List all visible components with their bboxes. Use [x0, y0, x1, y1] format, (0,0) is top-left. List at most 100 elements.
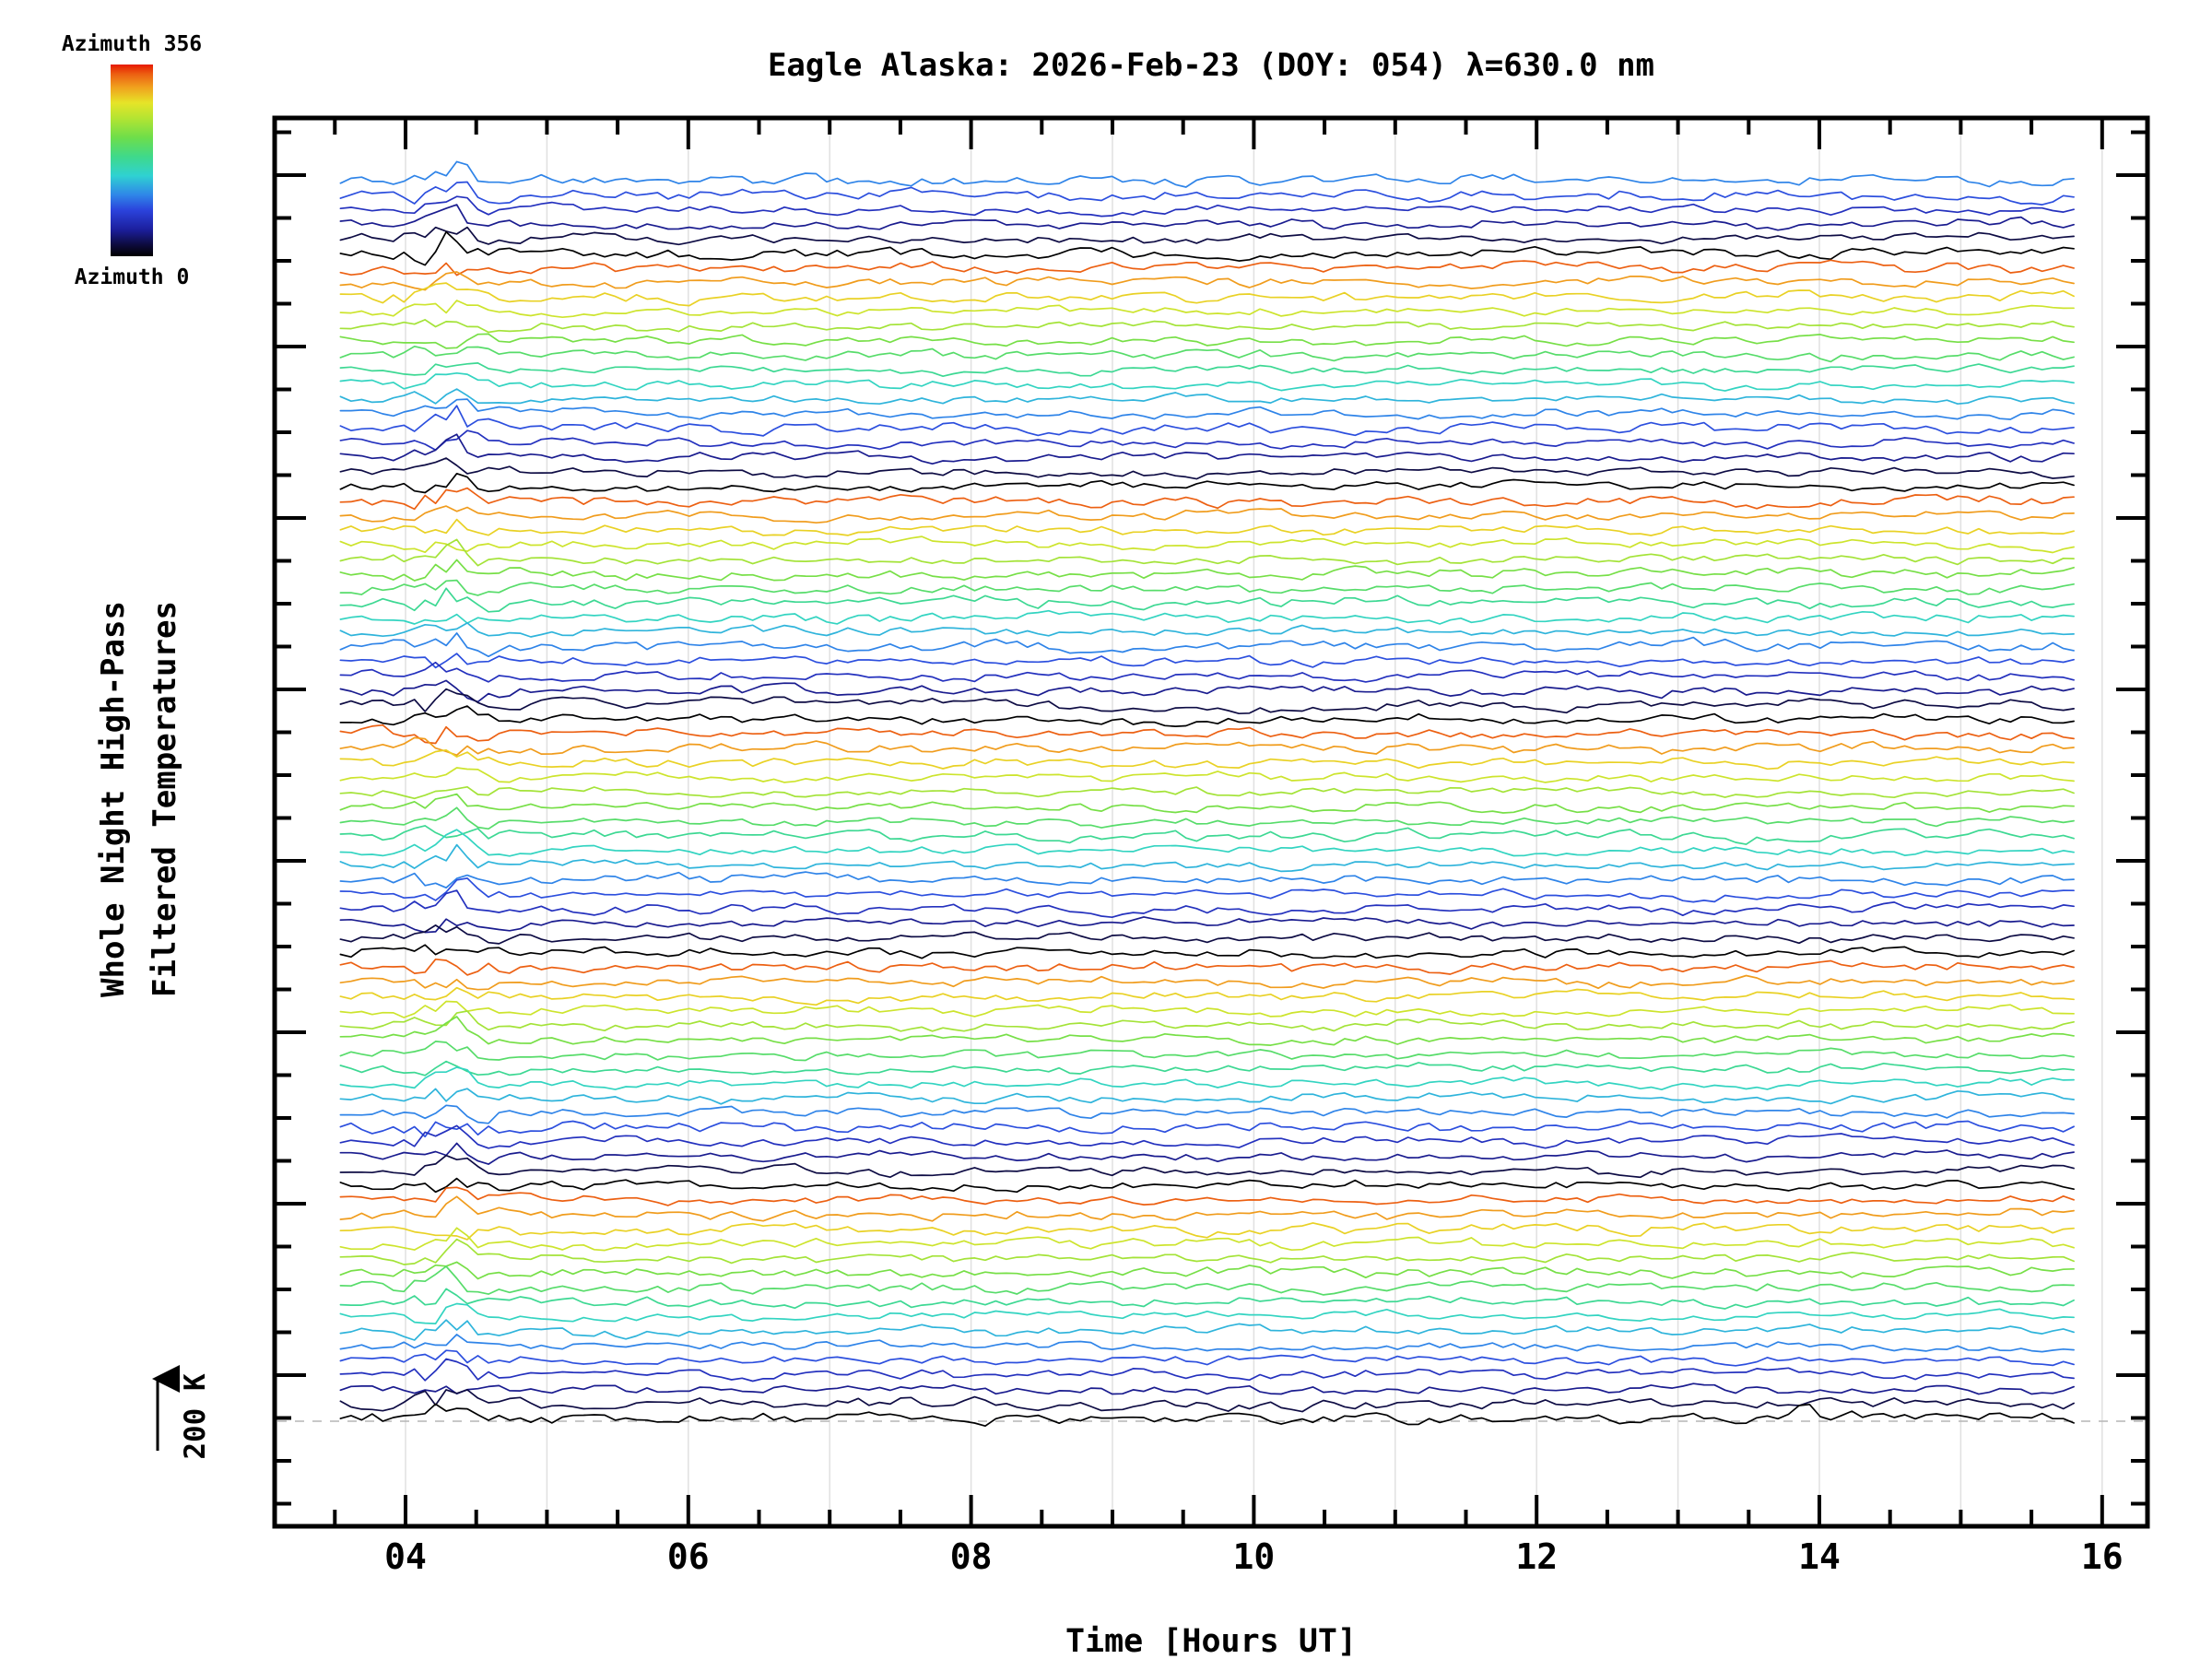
trace-line [339, 345, 2075, 363]
trace-line [339, 1088, 2075, 1105]
trace-line [339, 1227, 2075, 1252]
trace-line [339, 535, 2075, 554]
chart-title: Eagle Alaska: 2026-Feb-23 (DOY: 054) λ=6… [768, 47, 1654, 84]
trace-line [339, 1238, 2075, 1265]
y-axis-label-line1: Whole Night High-Pass [95, 601, 132, 997]
trace-line [339, 398, 2075, 420]
trace-line [339, 1060, 2075, 1077]
trace-line [339, 1288, 2075, 1310]
trace-line [339, 1302, 2075, 1324]
trace-line [339, 688, 2075, 715]
trace-line [339, 632, 2075, 658]
trace-line [339, 829, 2075, 857]
plot-frame [272, 115, 2150, 1529]
trace-line [339, 679, 2075, 703]
colorbar-gradient [111, 65, 153, 256]
x-tick-labels: 04 06 08 10 12 14 16 [384, 1536, 2124, 1577]
y-axis-label-line2: Filtered Temperatures [147, 601, 183, 997]
trace-line [339, 226, 2075, 246]
trace-line [339, 271, 2075, 291]
trace-line [339, 300, 2075, 319]
trace-line [339, 505, 2075, 524]
x-axis-label: Time [Hours UT] [1065, 1623, 1357, 1659]
trace-line [339, 559, 2075, 582]
x-tick-label: 14 [1798, 1536, 1841, 1577]
trace-line [339, 362, 2075, 378]
trace-line [339, 181, 2075, 206]
trace-line [339, 609, 2075, 625]
trace-line [339, 736, 2075, 757]
azimuth-colorbar: Azimuth 356 Azimuth 0 [62, 32, 202, 289]
trace-line [339, 825, 2075, 845]
trace-line [339, 230, 2075, 266]
trace-line [339, 767, 2075, 783]
x-tick-label: 12 [1515, 1536, 1558, 1577]
trace-line [339, 1403, 2075, 1428]
trace-line [339, 944, 2075, 959]
trace-line [339, 487, 2075, 511]
trace-line [339, 1124, 2075, 1149]
trace-line [339, 1261, 2075, 1280]
trace-line [339, 1186, 2075, 1206]
trace-line [339, 538, 2075, 567]
trace-line [339, 1041, 2075, 1062]
trace-line [339, 916, 2075, 934]
axis-ticks [276, 120, 2146, 1524]
trace-line [339, 160, 2075, 188]
trace-line [339, 579, 2075, 596]
trace-line [339, 1334, 2075, 1353]
gridlines [277, 121, 2145, 1524]
trace-line [339, 1389, 2075, 1413]
trace-line [339, 748, 2075, 771]
trace-line [339, 1319, 2075, 1341]
trace-line [339, 518, 2075, 536]
trace-line [339, 871, 2075, 889]
trace-line [339, 974, 2075, 991]
trace-line [339, 1358, 2075, 1382]
trace-line [339, 282, 2075, 307]
trace-line [339, 1016, 2075, 1046]
x-tick-label: 16 [2081, 1536, 2124, 1577]
trace-line [339, 986, 2075, 1006]
trace-line [339, 889, 2075, 919]
x-tick-label: 04 [384, 1536, 427, 1577]
trace-line [339, 1000, 2075, 1018]
trace-line [339, 1349, 2075, 1367]
trace-line [339, 195, 2075, 218]
temperature-scale-bar: 200 K [152, 1365, 212, 1460]
trace-line [339, 806, 2075, 830]
colorbar-bottom-label: Azimuth 0 [75, 265, 190, 289]
scale-bar-label: 200 K [179, 1373, 212, 1460]
trace-line [339, 705, 2075, 727]
trace-line [339, 1066, 2075, 1091]
trace-line [339, 405, 2075, 437]
trace-line [339, 472, 2075, 494]
trace-line [339, 333, 2075, 349]
trace-line [339, 1142, 2075, 1165]
trace-line [339, 877, 2075, 903]
trace-line [339, 1177, 2075, 1194]
trace-line [339, 1010, 2075, 1032]
trace-line [339, 1104, 2075, 1124]
trace-line [339, 724, 2075, 745]
trace-line [339, 319, 2075, 334]
trace-line [339, 259, 2075, 276]
trace-line [339, 587, 2075, 613]
x-tick-label: 06 [667, 1536, 710, 1577]
trace-line [339, 843, 2075, 873]
trace-line [339, 1195, 2075, 1222]
colorbar-top-label: Azimuth 356 [62, 32, 202, 56]
trace-line [339, 457, 2075, 480]
trace-line [339, 653, 2075, 669]
trace-line [339, 388, 2075, 406]
x-tick-label: 08 [950, 1536, 993, 1577]
trace-line [339, 793, 2075, 814]
trace-line [339, 429, 2075, 452]
trace-lines [339, 160, 2075, 1428]
trace-line [339, 1222, 2075, 1241]
trace-line [339, 958, 2075, 976]
trace-line [339, 661, 2075, 683]
trace-line [339, 204, 2075, 231]
